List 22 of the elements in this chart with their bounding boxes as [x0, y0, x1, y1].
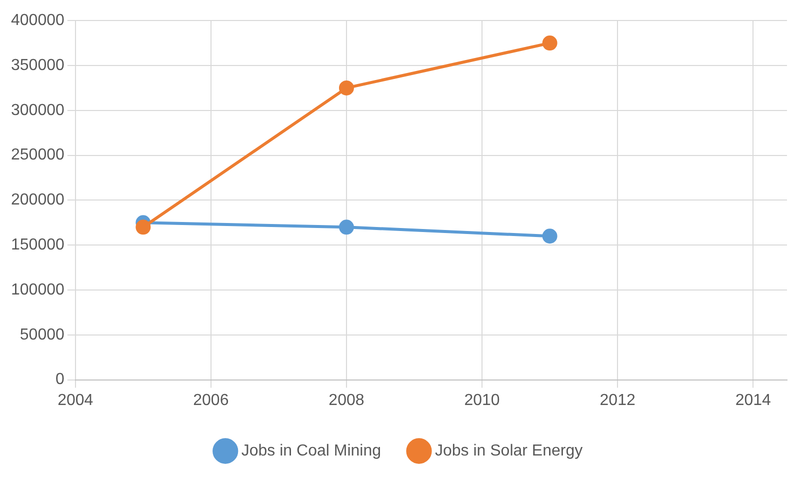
x-tick-label: 2004	[58, 392, 94, 409]
legend-label: Jobs in Coal Mining	[241, 442, 381, 460]
y-tick-label: 300000	[11, 102, 64, 119]
y-tick-label: 200000	[11, 192, 64, 209]
x-tick-label: 2012	[600, 392, 636, 409]
point	[338, 220, 354, 235]
y-tick-label: 0	[55, 371, 64, 388]
y-tick-label: 350000	[11, 56, 64, 74]
x-tick-label: 2006	[193, 392, 229, 409]
point	[136, 220, 151, 235]
legend-label: Jobs in Solar Energy	[434, 442, 583, 460]
y-tick-label: 50000	[20, 326, 64, 344]
point	[542, 36, 558, 51]
y-tick-label: 400000	[11, 12, 64, 30]
x-tick-label: 2014	[735, 392, 772, 409]
point	[542, 228, 558, 244]
y-tick-label: 150000	[11, 236, 64, 254]
y-tick-label: 250000	[11, 146, 64, 164]
x-tick-label: 2008	[328, 392, 364, 409]
point	[338, 80, 354, 96]
x-tick-label: 2010	[464, 392, 500, 409]
y-tick-label: 100000	[11, 281, 64, 298]
